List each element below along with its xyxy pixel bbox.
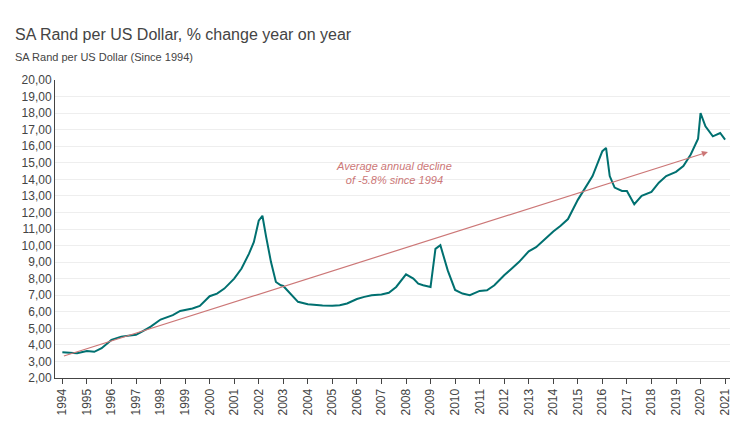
svg-text:2016: 2016 — [595, 388, 609, 415]
svg-text:20,00: 20,00 — [22, 73, 52, 87]
svg-text:2000: 2000 — [203, 388, 217, 415]
svg-text:15,00: 15,00 — [22, 156, 52, 170]
svg-text:2020: 2020 — [693, 388, 707, 415]
svg-text:2014: 2014 — [546, 388, 560, 415]
svg-text:2021: 2021 — [718, 388, 732, 415]
svg-text:1994: 1994 — [55, 388, 69, 415]
svg-text:2001: 2001 — [227, 388, 241, 415]
svg-text:2013: 2013 — [522, 388, 536, 415]
svg-text:2017: 2017 — [620, 388, 634, 415]
svg-text:2018: 2018 — [644, 388, 658, 415]
svg-text:2015: 2015 — [571, 388, 585, 415]
svg-text:2009: 2009 — [423, 388, 437, 415]
svg-text:5,00: 5,00 — [28, 322, 52, 336]
svg-text:2006: 2006 — [350, 388, 364, 415]
svg-text:12,00: 12,00 — [22, 206, 52, 220]
svg-text:2004: 2004 — [301, 388, 315, 415]
svg-text:16,00: 16,00 — [22, 139, 52, 153]
svg-text:1998: 1998 — [153, 388, 167, 415]
svg-text:1997: 1997 — [129, 388, 143, 415]
svg-text:11,00: 11,00 — [22, 222, 51, 236]
svg-text:10,00: 10,00 — [22, 239, 52, 253]
svg-text:8,00: 8,00 — [28, 272, 52, 286]
svg-text:18,00: 18,00 — [22, 106, 52, 120]
svg-text:SA Rand per US Dollar (Since 1: SA Rand per US Dollar (Since 1994) — [15, 51, 193, 63]
svg-text:2010: 2010 — [448, 388, 462, 415]
svg-text:4,00: 4,00 — [28, 338, 52, 352]
svg-text:1999: 1999 — [178, 388, 192, 415]
svg-text:3,00: 3,00 — [28, 355, 52, 369]
svg-text:2019: 2019 — [669, 388, 683, 415]
svg-text:13,00: 13,00 — [22, 189, 52, 203]
svg-text:19,00: 19,00 — [22, 90, 52, 104]
svg-text:9,00: 9,00 — [28, 255, 52, 269]
svg-text:2007: 2007 — [374, 388, 388, 415]
svg-text:2003: 2003 — [276, 388, 290, 415]
svg-text:2011: 2011 — [473, 388, 487, 414]
svg-text:Average annual declineof -5.8%: Average annual declineof -5.8% since 199… — [336, 160, 452, 186]
svg-text:2008: 2008 — [399, 388, 413, 415]
svg-text:2002: 2002 — [252, 388, 266, 415]
svg-text:1996: 1996 — [104, 388, 118, 415]
svg-text:14,00: 14,00 — [22, 173, 52, 187]
svg-text:17,00: 17,00 — [22, 123, 52, 137]
svg-text:7,00: 7,00 — [28, 288, 52, 302]
svg-text:1995: 1995 — [80, 388, 94, 415]
svg-text:2005: 2005 — [325, 388, 339, 415]
svg-text:2012: 2012 — [497, 388, 511, 415]
svg-text:2,00: 2,00 — [28, 371, 52, 385]
svg-text:SA Rand per US Dollar, % chang: SA Rand per US Dollar, % change year on … — [15, 26, 352, 43]
svg-text:6,00: 6,00 — [28, 305, 52, 319]
